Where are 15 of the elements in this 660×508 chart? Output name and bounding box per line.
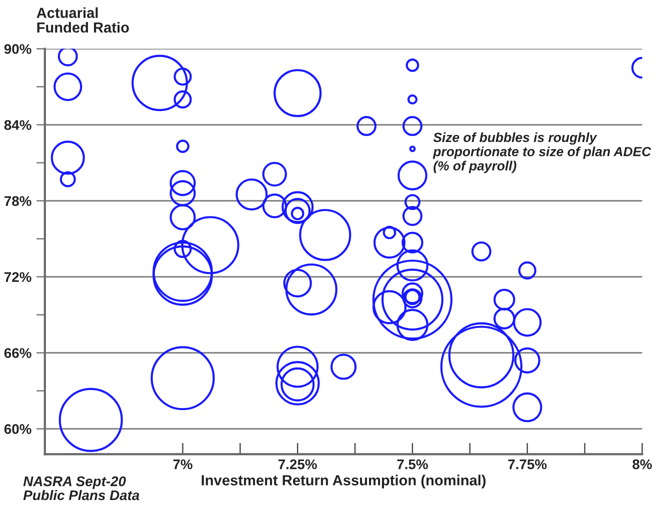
y-tick-label: 90% <box>4 44 32 54</box>
y-tick-label: 72% <box>4 272 32 282</box>
annotation: Size of bubbles is roughly proportionate to size of plan ADEC (% of payroll) <box>432 132 652 174</box>
x-axis-title: Investment Return Assumption (nominal) <box>202 474 486 488</box>
y-axis-title: Actuarial Funded Ratio <box>36 7 129 33</box>
y-tick-label: 78% <box>4 196 32 206</box>
x-tick-label: 8% <box>632 459 652 470</box>
x-tick-label: 7.25% <box>278 459 317 470</box>
y-tick-label: 60% <box>4 424 32 434</box>
x-tick-label: 7.5% <box>397 459 428 470</box>
x-tick-label: 7.75% <box>508 459 547 470</box>
y-tick-label: 84% <box>4 120 32 130</box>
y-tick-label: 66% <box>4 348 32 358</box>
x-tick-label: 7% <box>173 459 192 470</box>
text: NASRA Sept-20 Public Plans Data <box>23 476 140 500</box>
